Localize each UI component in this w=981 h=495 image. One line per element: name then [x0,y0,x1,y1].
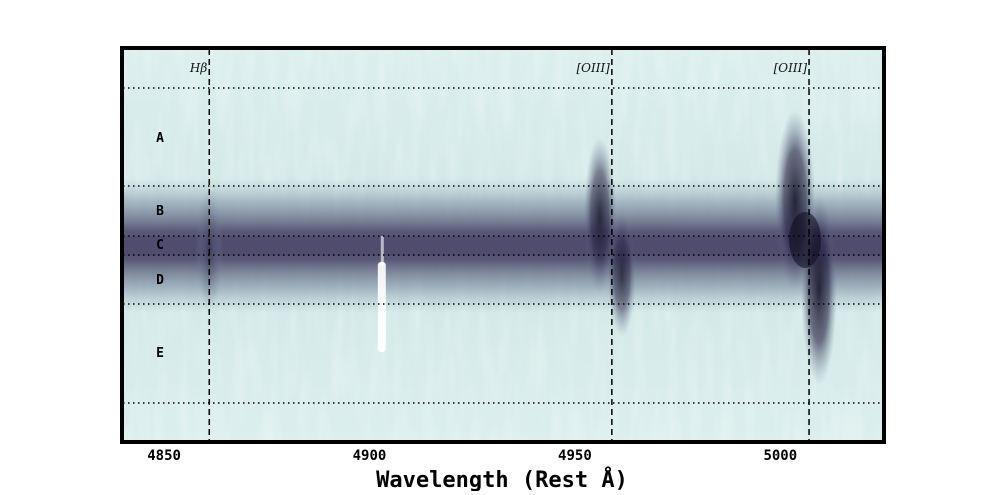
x-tick-label-4900: 4900 [353,448,387,464]
residual-artifact [377,262,386,352]
x-tick-label-4850: 4850 [147,448,181,464]
region-label-e: E [156,346,164,361]
emission-line-labels: Hβ [OIII] [OIII] [189,61,808,75]
emission-blob-oiii-5007-core [789,212,822,268]
emission-blob-oiii-4959-upper [583,137,616,293]
emission-blobs [195,110,838,385]
region-label-c: C [156,238,164,253]
region-label-a: A [156,131,164,146]
x-axis-label: Wavelength (Rest Å) [376,467,628,491]
continuum-core [123,236,883,256]
emission-line-label-0: Hβ [189,61,207,75]
region-labels: A B C D E [156,131,164,361]
residual-artifact-top [380,236,384,266]
emission-line-label-2: [OIII] [774,61,808,75]
emission-blob-oiii-4959-lower [607,213,636,337]
plot-frame [120,46,886,444]
region-dividers [123,87,883,404]
x-axis-ticks: 4850 4900 4950 5000 [147,448,797,464]
emission-line-label-1: [OIII] [576,61,610,75]
region-label-b: B [156,204,164,219]
x-tick-label-5000: 5000 [763,448,797,464]
x-tick-label-4950: 4950 [558,448,592,464]
emission-line-markers [208,49,810,441]
plot-area [123,49,883,441]
region-label-d: D [156,273,164,288]
